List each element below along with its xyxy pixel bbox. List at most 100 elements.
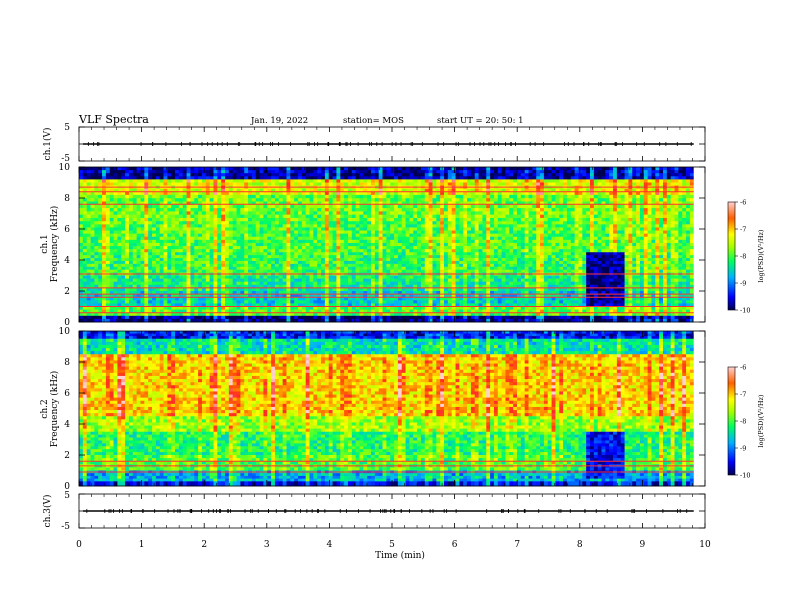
- spectrogram-cell: [198, 236, 203, 241]
- spectrogram-cell: [424, 182, 430, 186]
- spectrogram-cell: [582, 182, 587, 186]
- spectrogram-cell: [98, 217, 103, 222]
- spectrogram-cell: [597, 198, 602, 202]
- spectrogram-cell: [159, 249, 164, 253]
- spectrogram-cell: [436, 211, 441, 216]
- spectrogram-cell: [159, 242, 164, 247]
- spectrogram-cell: [336, 227, 341, 231]
- spectrogram-cell: [490, 179, 495, 183]
- spectrogram-cell: [586, 170, 591, 174]
- spectrogram-cell: [593, 198, 599, 202]
- spectrogram-cell: [209, 188, 214, 193]
- spectrogram-cell: [282, 249, 287, 253]
- spectrogram-cell: [86, 239, 91, 244]
- spectrogram-cell: [478, 191, 483, 196]
- spectrogram-cell: [113, 239, 118, 244]
- spectrogram-cell: [198, 191, 203, 196]
- spectrogram-cell: [274, 233, 280, 238]
- spectrogram-cell: [417, 191, 422, 196]
- spectrogram-cell: [336, 194, 341, 199]
- spectrogram-cell: [248, 173, 253, 177]
- spectrogram-cell: [79, 221, 84, 225]
- spectrogram-cell: [324, 233, 330, 238]
- spectrogram-cell: [624, 211, 629, 216]
- spectrogram-cell: [79, 249, 84, 253]
- spectrogram-cell: [332, 179, 337, 183]
- spectrogram-cell: [102, 198, 107, 202]
- spectrogram-cell: [555, 255, 560, 259]
- spectrogram-cell: [497, 198, 503, 202]
- spectrogram-cell: [336, 258, 341, 262]
- spectrogram-cell: [152, 204, 157, 209]
- spectrogram-cell: [524, 236, 529, 241]
- spectrogram-cell: [98, 173, 103, 177]
- spectrogram-cell: [655, 194, 660, 199]
- spectrogram-cell: [228, 252, 234, 256]
- spectrogram-cell: [190, 208, 195, 212]
- spectrogram-cell: [205, 236, 211, 241]
- spectrogram-cell: [420, 221, 426, 225]
- spectrogram-cell: [175, 217, 180, 222]
- spectrogram-cell: [517, 246, 522, 250]
- spectrogram-cell: [528, 233, 533, 238]
- spectrogram-cell: [186, 242, 191, 247]
- spectrogram-cell: [140, 208, 145, 212]
- spectrogram-cell: [616, 204, 622, 209]
- spectrogram-cell: [351, 179, 357, 183]
- spectrogram-cell: [344, 198, 349, 202]
- spectrogram-cell: [520, 217, 526, 222]
- spectrogram-cell: [413, 249, 418, 253]
- spectrogram-cell: [347, 221, 353, 225]
- spectrogram-cell: [355, 246, 360, 250]
- spectrogram-cell: [163, 224, 168, 228]
- spectrogram-cell: [532, 208, 537, 212]
- spectrogram-cell: [244, 198, 249, 202]
- spectrogram-cell: [574, 242, 579, 247]
- spectrogram-cell: [94, 179, 99, 183]
- spectrogram-cell: [332, 221, 337, 225]
- spectrogram-cell: [547, 242, 552, 247]
- spectrogram-cell: [643, 176, 649, 180]
- spectrogram-cell: [493, 221, 499, 225]
- spectrogram-cell: [509, 217, 514, 222]
- spectrogram-cell: [374, 236, 380, 241]
- spectrogram-cell: [221, 252, 226, 256]
- spectrogram-cell: [194, 204, 199, 209]
- spectrogram-cell: [113, 252, 118, 256]
- spectrogram-cell: [244, 191, 249, 196]
- spectrogram-cell: [563, 173, 568, 177]
- spectrogram-cell: [663, 214, 668, 219]
- spectrogram-cell: [159, 224, 164, 228]
- spectrogram-cell: [324, 194, 330, 199]
- spectrogram-cell: [505, 246, 510, 250]
- spectrogram-cell: [274, 167, 280, 171]
- spectrogram-cell: [363, 255, 368, 259]
- spectrogram-cell: [520, 249, 526, 253]
- spectrogram-cell: [347, 227, 353, 231]
- spectrogram-cell: [686, 173, 691, 177]
- spectrogram-cell: [290, 217, 295, 222]
- spectrogram-cell: [355, 233, 360, 238]
- spectrogram-cell: [271, 242, 276, 247]
- spectrogram-cell: [225, 242, 230, 247]
- spectrogram-cell: [420, 236, 426, 241]
- spectrogram-cell: [217, 176, 222, 180]
- spectrogram-cell: [628, 208, 633, 212]
- spectrogram-cell: [140, 167, 145, 171]
- spectrogram-cell: [347, 191, 353, 196]
- spectrogram-cell: [597, 230, 602, 235]
- spectrogram-cell: [586, 204, 591, 209]
- spectrogram-cell: [659, 179, 664, 183]
- spectrogram-cell: [152, 227, 157, 231]
- spectrogram-cell: [509, 179, 514, 183]
- spectrogram-cell: [609, 188, 614, 193]
- spectrogram-cell: [267, 214, 272, 219]
- spectrogram-cell: [305, 233, 310, 238]
- spectrogram-cell: [493, 204, 499, 209]
- spectrogram-cell: [159, 233, 164, 238]
- spectrogram-cell: [324, 167, 330, 171]
- spectrogram-cell: [182, 191, 187, 196]
- spectrogram-cell: [632, 173, 637, 177]
- spectrogram-cell: [682, 182, 687, 186]
- spectrogram-cell: [666, 176, 672, 180]
